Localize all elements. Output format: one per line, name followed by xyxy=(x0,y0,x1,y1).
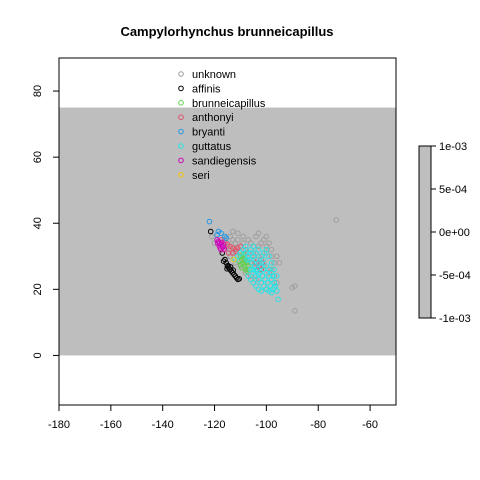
x-tick-label: -100 xyxy=(255,419,277,431)
colorbar-label: 5e-04 xyxy=(439,184,467,196)
data-point-guttatus xyxy=(266,253,272,260)
legend-marker-brunneicapillus xyxy=(178,100,184,106)
data-point-unknown xyxy=(289,284,296,291)
data-point-guttatus xyxy=(258,260,265,266)
x-tick-label: -140 xyxy=(152,419,174,431)
data-point-anthonyi xyxy=(253,260,259,266)
chart-title: Campylorhynchus brunneicapillus xyxy=(120,24,333,39)
data-point-guttatus xyxy=(268,260,275,266)
data-point-guttatus xyxy=(246,256,253,263)
legend-label-anthonyi: anthonyi xyxy=(192,112,234,124)
data-point-unknown xyxy=(274,253,280,260)
data-point-bryanti xyxy=(206,218,213,225)
legend-marker-sandiegensis xyxy=(178,157,184,164)
legend-label-affinis: affinis xyxy=(192,83,221,95)
data-point-unknown xyxy=(266,270,272,276)
data-point-sandiegensis xyxy=(221,246,228,252)
data-point-guttatus xyxy=(270,273,276,279)
legend-marker-unknown xyxy=(178,71,184,77)
data-point-brunneicapillus xyxy=(237,261,244,268)
y-tick-label: 40 xyxy=(32,217,44,229)
y-tick-label: 20 xyxy=(32,283,44,295)
colorbar-label: 0e+00 xyxy=(439,227,470,239)
x-tick-label: -160 xyxy=(100,419,122,431)
y-axis: 0 20 40 60 80 xyxy=(32,85,60,358)
data-point-unknown xyxy=(229,228,236,235)
data-point-affinis xyxy=(224,266,230,272)
data-point-unknown xyxy=(268,246,275,253)
data-point-brunneicapillus xyxy=(239,265,245,271)
data-point-unknown xyxy=(292,308,298,314)
y-tick-label: 0 xyxy=(32,352,44,358)
data-point-anthonyi xyxy=(226,250,232,256)
data-point-guttatus xyxy=(268,270,275,276)
y-tick-label: 80 xyxy=(32,85,44,97)
x-tick-label: -120 xyxy=(204,419,226,431)
x-tick-label: -180 xyxy=(48,419,70,431)
data-point-guttatus xyxy=(274,288,280,294)
legend: unknown affinis brunneicapillus anthonyi bry… xyxy=(178,69,266,182)
data-point-unknown xyxy=(235,230,241,236)
data-point-affinis xyxy=(230,267,236,274)
data-point-sandiegensis xyxy=(218,246,224,253)
legend-marker-anthonyi xyxy=(178,114,184,120)
data-point-anthonyi xyxy=(258,266,265,273)
data-point-unknown xyxy=(240,233,246,240)
data-point-guttatus xyxy=(255,271,262,278)
data-point-seri xyxy=(231,256,237,263)
legend-marker-seri xyxy=(178,172,184,178)
data-point-guttatus xyxy=(268,289,275,296)
colorbar-label: -1e-03 xyxy=(439,313,471,325)
legend-label-seri: seri xyxy=(192,170,210,182)
data-point-affinis xyxy=(236,276,242,282)
data-point-guttatus xyxy=(244,256,250,263)
legend-label-bryanti: bryanti xyxy=(192,127,225,139)
legend-label-unknown: unknown xyxy=(192,69,236,81)
data-point-unknown xyxy=(255,243,262,250)
data-point-unknown xyxy=(253,233,259,240)
data-points-layer xyxy=(206,217,340,314)
legend-marker-guttatus xyxy=(178,143,184,149)
shaded-region-layer xyxy=(59,107,396,356)
colorbar: 1e-03 5e-04 0e+00 -5e-04 -1e-03 xyxy=(418,141,471,325)
data-point-unknown xyxy=(333,217,340,223)
data-point-sandiegensis xyxy=(214,240,221,246)
data-point-unknown xyxy=(268,253,275,260)
data-point-unknown xyxy=(209,233,215,240)
x-tick-label: -80 xyxy=(310,419,326,431)
data-point-guttatus xyxy=(253,250,259,256)
data-point-affinis xyxy=(220,258,227,265)
colorbar-bar xyxy=(418,145,432,319)
data-point-guttatus xyxy=(274,273,280,279)
data-point-guttatus xyxy=(258,288,265,294)
legend-label-guttatus: guttatus xyxy=(192,141,232,153)
data-point-unknown xyxy=(263,243,270,250)
data-point-unknown xyxy=(274,279,280,286)
x-axis: -180 -160 -140 -120 -100 -80 -60 xyxy=(48,404,378,431)
data-point-affinis xyxy=(207,228,214,235)
data-point-guttatus xyxy=(248,246,254,253)
legend-label-sandiegensis: sandiegensis xyxy=(192,155,257,167)
data-point-unknown xyxy=(276,260,283,266)
shaded-region xyxy=(59,107,396,356)
y-tick-label: 60 xyxy=(32,151,44,163)
data-point-unknown xyxy=(245,237,251,243)
legend-marker-bryanti xyxy=(178,128,184,135)
colorbar-label: -5e-04 xyxy=(439,270,471,282)
legend-label-brunneicapillus: brunneicapillus xyxy=(192,98,266,110)
data-point-guttatus xyxy=(275,296,281,303)
legend-marker-affinis xyxy=(178,85,184,92)
x-tick-label: -60 xyxy=(362,419,378,431)
data-point-bryanti xyxy=(223,235,229,241)
colorbar-label: 1e-03 xyxy=(439,141,467,153)
